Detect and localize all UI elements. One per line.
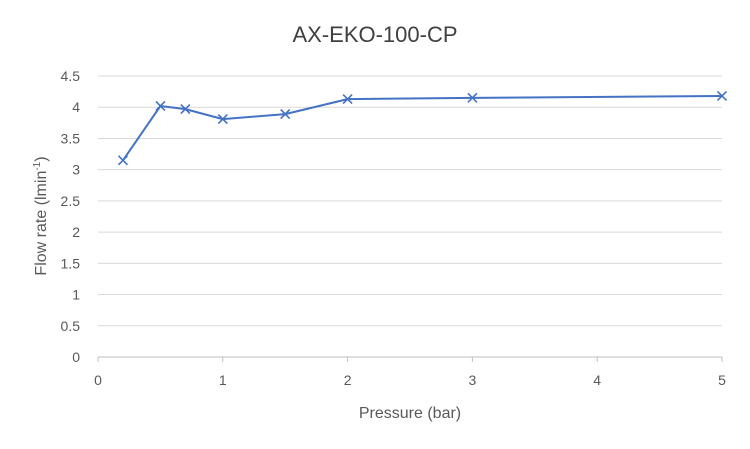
y-axis-title-superscript: -1 [32, 161, 43, 170]
data-point-marker [467, 92, 478, 103]
y-tick-label: 4 [72, 99, 80, 115]
data-point-marker [155, 100, 166, 112]
series-line [122, 95, 723, 161]
data-point-marker [117, 155, 129, 166]
y-tick-label: 3 [72, 162, 80, 178]
y-tick-label: 1 [72, 287, 80, 303]
x-tick-label: 0 [94, 372, 102, 388]
axes [97, 356, 723, 362]
series [117, 90, 728, 166]
y-tick-label: 1.5 [61, 255, 81, 271]
x-tick-label: 2 [344, 372, 352, 388]
y-tick-labels: 0 0.5 1 1.5 2 2.5 3 3.5 4 4.5 [61, 68, 81, 365]
x-tick-label: 3 [469, 372, 477, 388]
gridlines [98, 75, 722, 327]
y-tick-label: 2.5 [61, 193, 81, 209]
data-point-marker [217, 114, 228, 125]
y-tick-label: 0.5 [61, 318, 81, 334]
x-tick-label: 5 [718, 372, 726, 388]
data-point-marker [180, 104, 191, 115]
x-tick-labels: 0 1 2 3 4 5 [94, 372, 726, 388]
x-tick-label: 1 [219, 372, 227, 388]
data-point-marker [716, 90, 728, 102]
x-tick-label: 4 [593, 372, 601, 388]
x-axis-title: Pressure (bar) [359, 405, 461, 422]
y-tick-label: 2 [72, 224, 80, 240]
y-axis-title: Flow rate (lmin-1) [32, 156, 50, 275]
y-tick-label: 3.5 [61, 130, 81, 146]
y-tick-label: 0 [72, 349, 80, 365]
y-axis-title-close: ) [33, 156, 50, 161]
y-tick-label: 4.5 [61, 68, 81, 84]
chart-title: AX-EKO-100-CP [292, 22, 457, 47]
y-axis-title-main: Flow rate (lmin [33, 171, 50, 276]
data-point-marker [280, 109, 291, 120]
data-point-marker [342, 94, 353, 105]
